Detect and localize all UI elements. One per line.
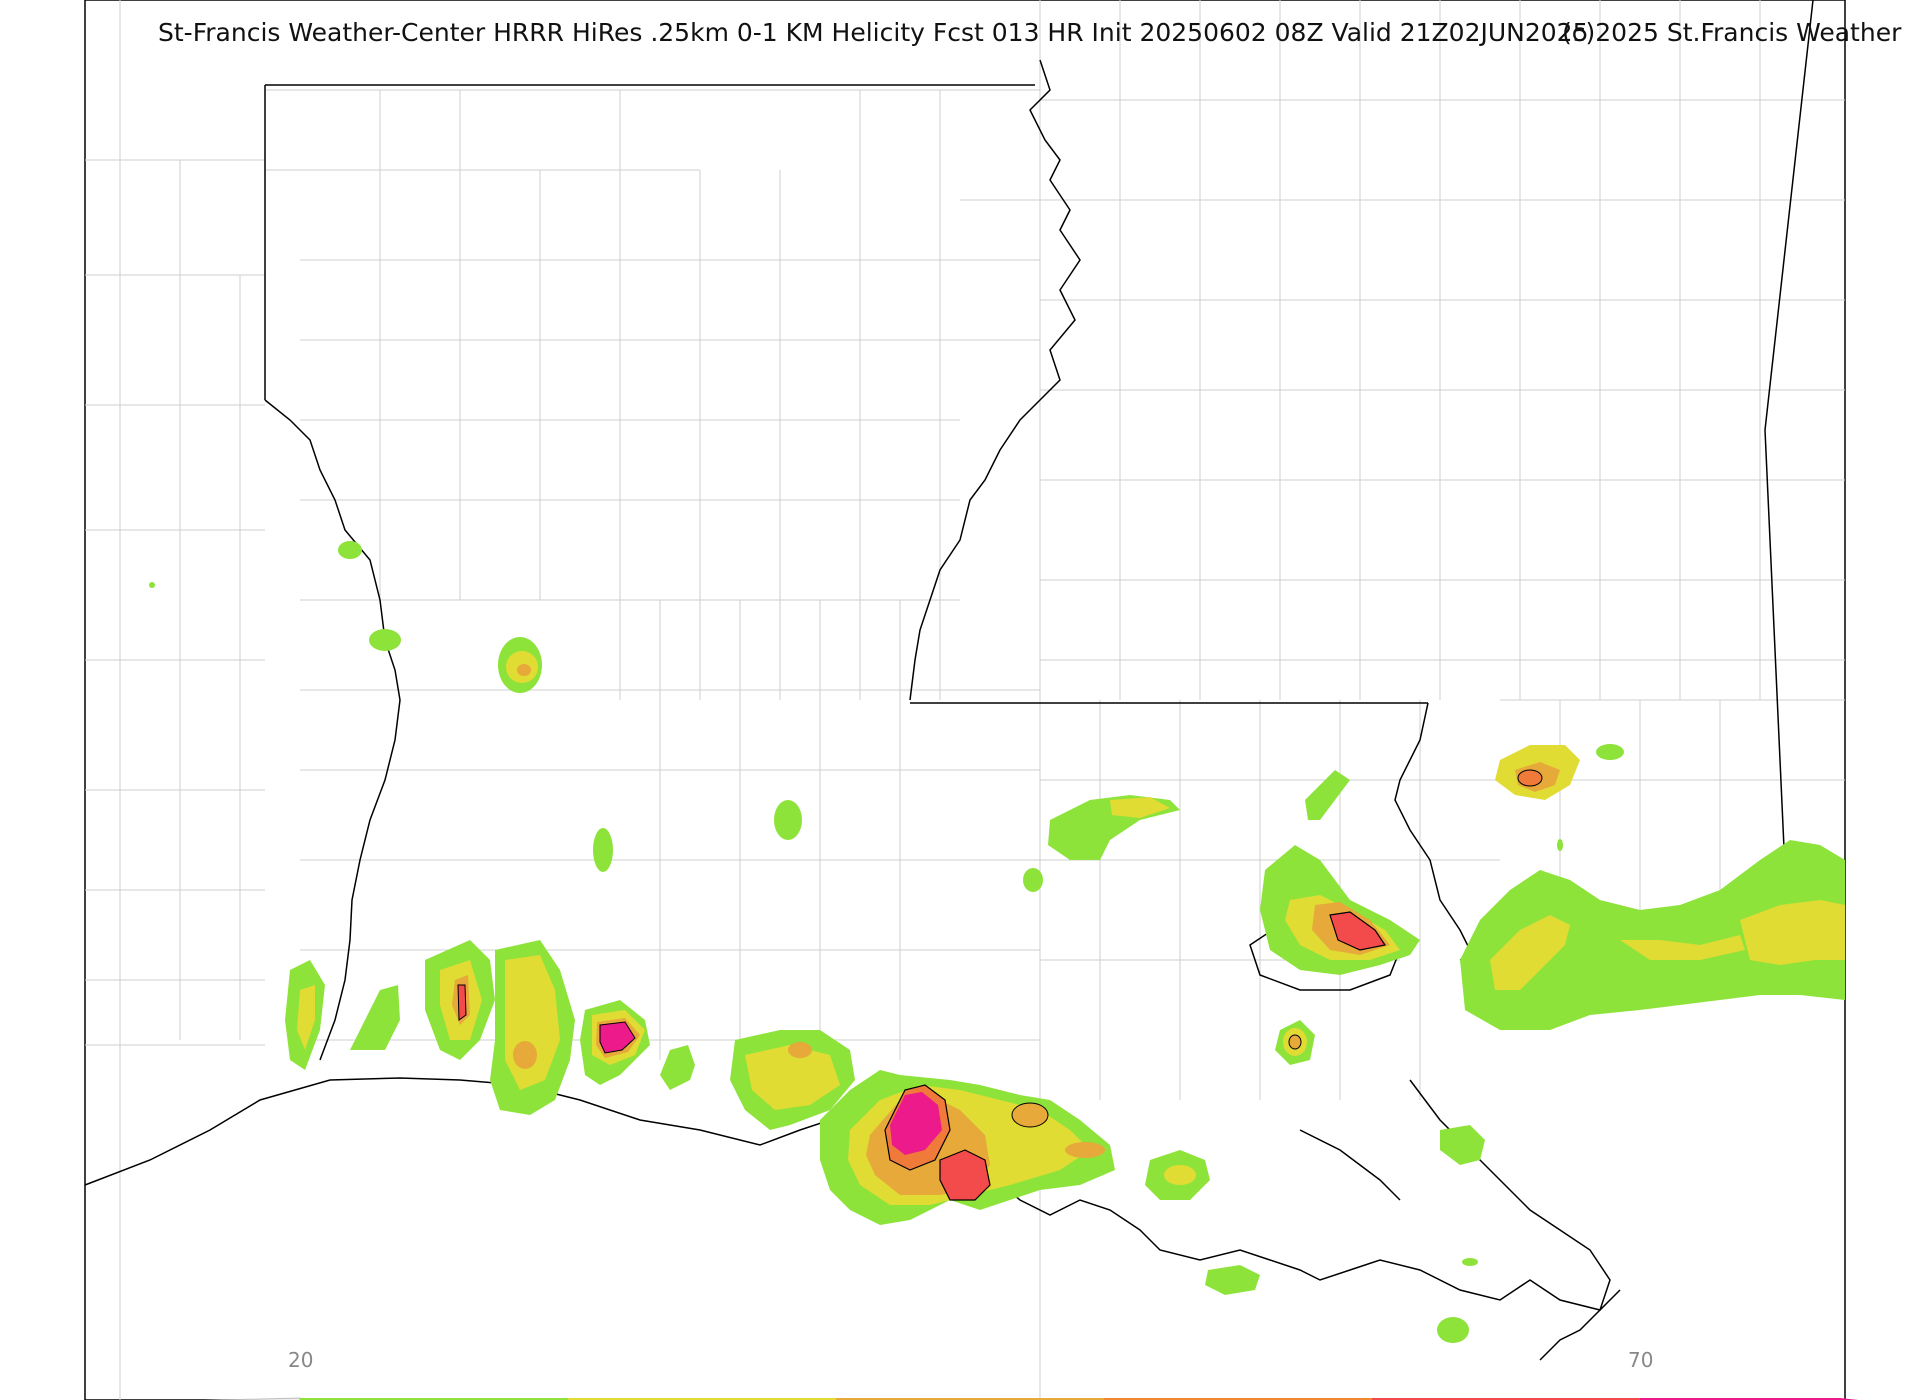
colorbar-segment (836, 1398, 1104, 1400)
helicity-blob (1011, 1102, 1049, 1128)
helicity-blob (1740, 900, 1845, 965)
helicity-blob (149, 582, 155, 588)
helicity-blob (1462, 1258, 1478, 1266)
helicity-blob (1557, 839, 1563, 851)
helicity-blob (1065, 1142, 1105, 1158)
helicity-blob (457, 984, 467, 1021)
helicity-blob (513, 1041, 537, 1069)
helicity-blob (599, 1021, 636, 1054)
colorbar-segment (1104, 1398, 1372, 1400)
colorbar-segment (1372, 1398, 1640, 1400)
helicity-blob (1164, 1165, 1196, 1185)
helicity-blob (338, 541, 362, 559)
helicity-blob (297, 985, 315, 1050)
helicity-shading (149, 541, 1845, 1343)
colorbar-segment (300, 1398, 568, 1400)
helicity-blob (593, 828, 613, 872)
helicity-blob (1205, 1265, 1260, 1295)
helicity-blob (1596, 744, 1624, 760)
helicity-blob (1110, 797, 1170, 818)
helicity-blob (369, 629, 401, 651)
copyright-label: (c)2025 St.Francis Weather (1562, 18, 1902, 47)
colorbar-max-label: 70 (1628, 1348, 1654, 1372)
helicity-blob (1440, 1125, 1485, 1165)
helicity-blob (890, 1092, 942, 1155)
helicity-blob (1437, 1317, 1469, 1343)
helicity-blob (939, 1149, 991, 1201)
state-outlines (84, 0, 1846, 1361)
helicity-blob (774, 800, 802, 840)
helicity-blob (745, 1045, 840, 1110)
colorbar-segment (568, 1398, 836, 1400)
helicity-blob (1288, 1034, 1302, 1050)
helicity-blob (1023, 868, 1043, 892)
helicity-blob (788, 1042, 812, 1058)
colorbar-segment (1640, 1398, 1840, 1400)
helicity-blob (1305, 770, 1350, 820)
helicity-blob (350, 985, 400, 1050)
map-title: St-Francis Weather-Center HRRR HiRes .25… (158, 18, 1589, 47)
helicity-blob (1620, 935, 1745, 960)
county-lines (85, 0, 1845, 1400)
colorbar-min-label: 20 (288, 1348, 314, 1372)
helicity-blob (1490, 915, 1570, 990)
helicity-blob (517, 664, 531, 676)
helicity-blob (660, 1045, 695, 1090)
helicity-blob (1460, 840, 1845, 1030)
helicity-blob (1329, 911, 1386, 951)
helicity-blob (1517, 769, 1543, 787)
